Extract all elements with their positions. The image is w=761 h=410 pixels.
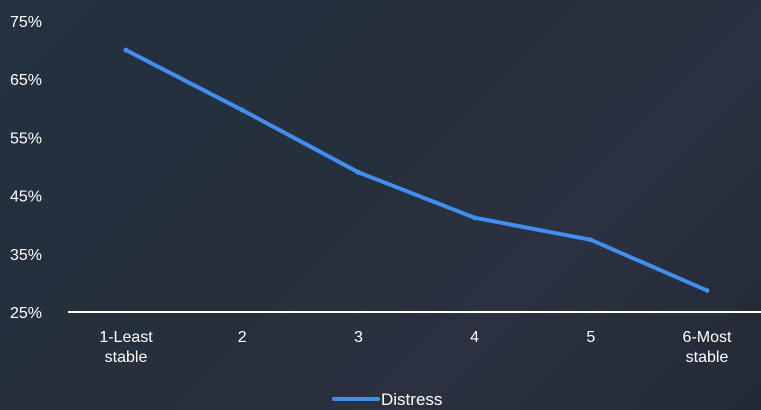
- x-tick-label-line: stable: [105, 349, 148, 366]
- x-tick-label-line: 6-Most: [683, 329, 732, 346]
- x-tick-label: 6-Most stable: [683, 329, 732, 366]
- x-tick-label-line: 4: [470, 329, 479, 346]
- legend-label: Distress: [381, 390, 442, 409]
- data-point: [472, 215, 478, 221]
- x-tick-label: 2: [238, 329, 247, 346]
- x-tick-label-line: 2: [238, 329, 247, 346]
- x-tick-label-line: stable: [686, 349, 729, 366]
- x-tick-label: 1-Least stable: [99, 329, 153, 366]
- x-tick-label-line: 3: [354, 329, 363, 346]
- x-tick-label-line: 1-Least: [99, 329, 153, 346]
- x-tick-label-line: 5: [586, 329, 595, 346]
- data-point: [239, 107, 245, 113]
- x-tick-label: 4: [470, 329, 479, 346]
- y-axis-ticks: 75% 65% 55% 45% 35% 25%: [10, 14, 42, 322]
- x-axis-ticks: 1-Least stable 2 3 4 5 6-Most stable: [99, 329, 732, 366]
- y-tick-label: 45%: [10, 189, 42, 206]
- data-point: [704, 287, 710, 293]
- x-tick-label: 5: [586, 329, 595, 346]
- y-tick-label: 75%: [10, 14, 42, 31]
- x-tick-label: 3: [354, 329, 363, 346]
- data-point: [588, 237, 594, 243]
- data-point: [123, 47, 129, 53]
- y-tick-label: 35%: [10, 247, 42, 264]
- data-point: [355, 169, 361, 175]
- y-tick-label: 65%: [10, 72, 42, 89]
- y-tick-label: 55%: [10, 130, 42, 147]
- series-group: [123, 47, 710, 293]
- y-tick-label: 25%: [10, 305, 42, 322]
- legend: Distress: [332, 390, 442, 409]
- series-line-distress: [124, 48, 709, 293]
